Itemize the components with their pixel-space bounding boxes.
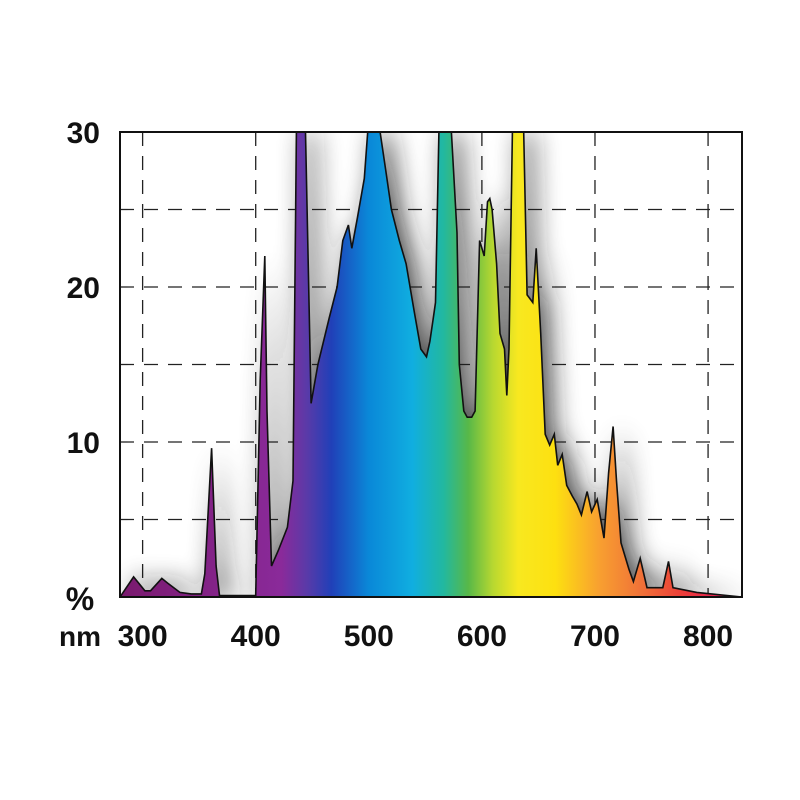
x-tick-label-700: 700 <box>570 620 620 653</box>
x-tick-label-300: 300 <box>118 620 168 653</box>
x-axis-unit-label: nm <box>59 621 101 652</box>
spectrum-area <box>120 132 742 597</box>
x-tick-label-500: 500 <box>344 620 394 653</box>
y-tick-label-10: 10 <box>67 427 100 460</box>
y-tick-label-30: 30 <box>67 117 100 150</box>
y-axis-unit-label: % <box>66 581 94 617</box>
y-axis-labels: 10 20 30 <box>67 117 100 460</box>
x-tick-label-400: 400 <box>231 620 281 653</box>
x-tick-label-600: 600 <box>457 620 507 653</box>
x-axis-labels: 300 400 500 600 700 800 <box>118 620 734 653</box>
x-tick-label-800: 800 <box>683 620 733 653</box>
y-tick-label-20: 20 <box>67 272 100 305</box>
plot-frame <box>119 131 743 598</box>
